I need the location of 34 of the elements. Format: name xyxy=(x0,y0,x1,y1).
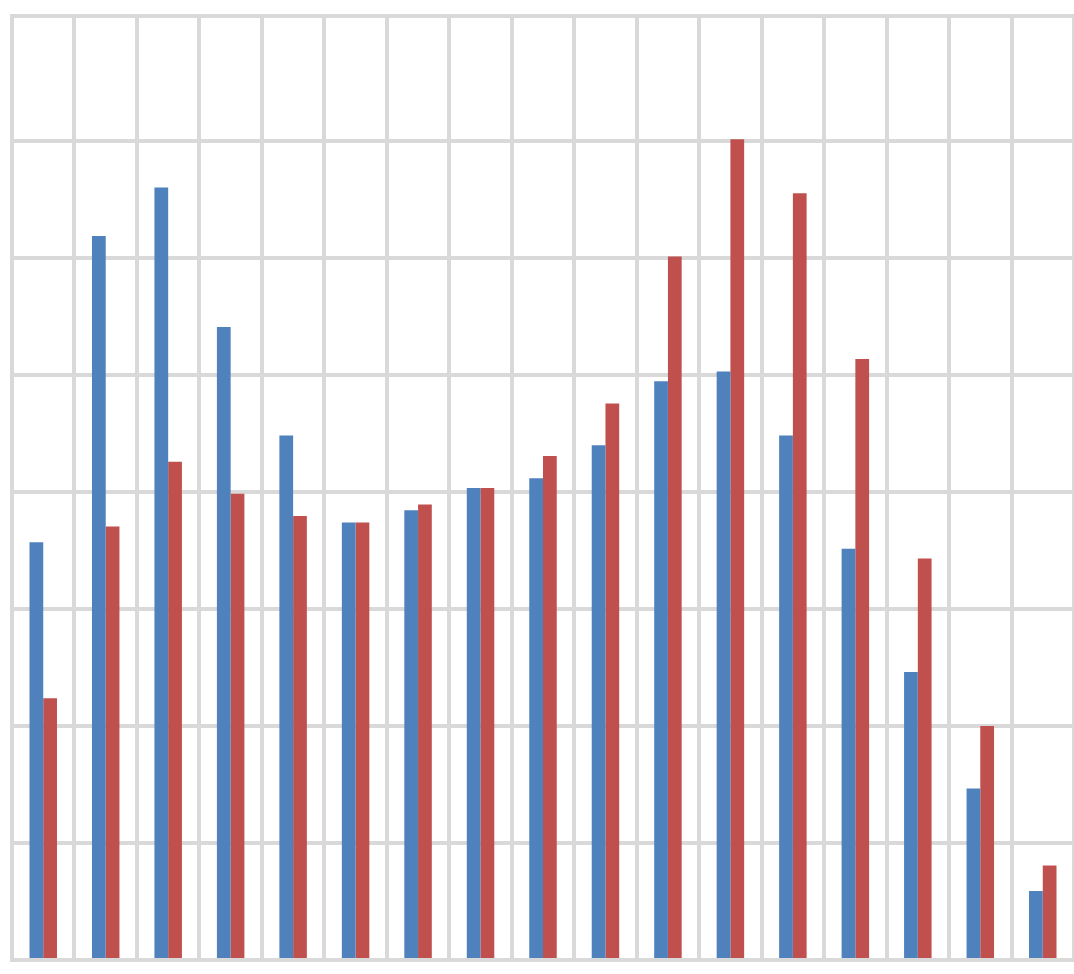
bar xyxy=(529,478,543,958)
bar xyxy=(779,435,793,958)
bar xyxy=(279,435,294,958)
bar xyxy=(980,726,995,958)
bar xyxy=(543,455,557,958)
bar xyxy=(1042,865,1057,958)
bar xyxy=(341,522,356,958)
bar xyxy=(29,542,44,958)
bar xyxy=(216,327,231,958)
bar xyxy=(792,193,807,958)
bar xyxy=(230,493,245,958)
bar xyxy=(418,504,432,958)
bar xyxy=(841,548,856,958)
bar xyxy=(605,403,620,958)
bar xyxy=(293,515,307,958)
bar xyxy=(667,256,682,958)
bar xyxy=(904,671,918,958)
bar xyxy=(591,445,606,958)
bar xyxy=(730,139,745,958)
bar xyxy=(716,371,731,958)
bar xyxy=(654,381,668,958)
bar xyxy=(105,526,120,958)
bar xyxy=(917,558,932,958)
bar xyxy=(966,788,981,958)
bar xyxy=(855,359,870,958)
bar xyxy=(480,488,495,958)
bar xyxy=(43,698,57,958)
bar xyxy=(1029,891,1043,958)
bar xyxy=(154,187,169,958)
bar xyxy=(355,522,370,958)
bar xyxy=(91,235,106,958)
bar xyxy=(404,510,419,958)
bar xyxy=(466,488,481,958)
bar xyxy=(168,461,182,958)
